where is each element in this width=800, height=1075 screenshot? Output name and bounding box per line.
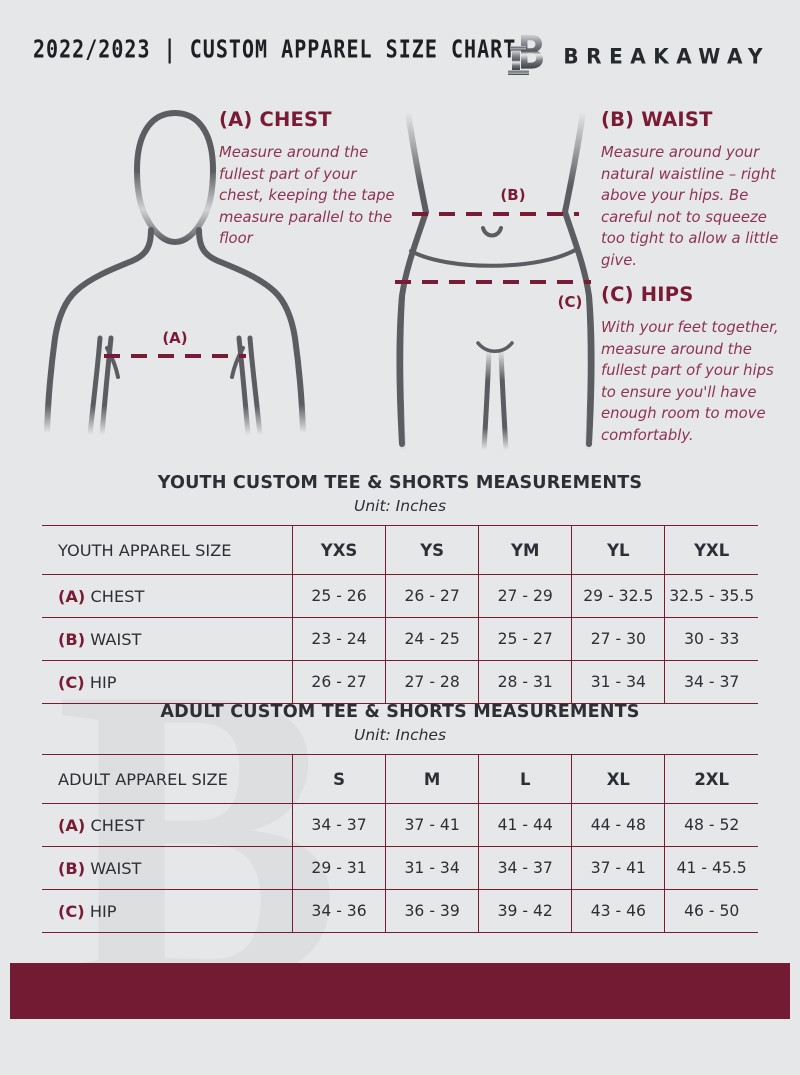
callout-hips: (C) HIPS With your feet together, measur…: [601, 283, 791, 446]
adult-apparel-size-header: ADULT APPAREL SIZE: [42, 754, 293, 804]
row-label-waist: (B) WAIST: [42, 617, 293, 661]
youth-section-title: YOUTH CUSTOM TEE & SHORTS MEASUREMENTS: [157, 473, 643, 493]
cell-waist-yxl: 30 - 33: [664, 617, 758, 661]
callout-chest-body: Measure around the fullest part of your …: [219, 144, 395, 247]
cell-waist-yl: 27 - 30: [571, 617, 665, 661]
size-header-xl: XL: [571, 754, 665, 804]
row-label-chest: (A) CHEST: [42, 803, 293, 847]
cell-chest-m: 37 - 41: [385, 803, 479, 847]
row-tag: (A): [58, 586, 86, 606]
callout-waist-heading: (B) WAIST: [601, 108, 713, 131]
size-header-yxl: YXL: [664, 525, 758, 575]
cell-waist-s: 29 - 31: [291, 846, 386, 890]
cell-waist-xl: 37 - 41: [571, 846, 665, 890]
size-header-yxs: YXS: [291, 525, 386, 575]
size-header-m: M: [385, 754, 479, 804]
callout-hips-body: With your feet together, measure around …: [601, 319, 779, 444]
cell-chest-s: 34 - 37: [291, 803, 386, 847]
table-row: (C) HIP 34 - 36 36 - 39 39 - 42 43 - 46 46 - …: [42, 889, 758, 933]
adult-section: ADULT CUSTOM TEE & SHORTS MEASUREMENTS U…: [0, 702, 800, 933]
cell-waist-2xl: 41 - 45.5: [664, 846, 758, 890]
cell-hip-s: 34 - 36: [291, 889, 386, 933]
upper-body-figure: (A): [44, 109, 306, 438]
cell-hip-ys: 27 - 28: [385, 660, 479, 704]
table-row: (C) HIP 26 - 27 27 - 28 28 - 31 31 - 34 34 - …: [42, 660, 758, 704]
footer-bar: [10, 963, 790, 1019]
adult-section-unit: Unit: Inches: [353, 726, 447, 744]
chest-label: (A): [162, 329, 187, 347]
callout-chest-heading: (A) CHEST: [219, 108, 332, 131]
cell-hip-yxl: 34 - 37: [664, 660, 758, 704]
youth-section-unit: Unit: Inches: [353, 497, 447, 515]
cell-chest-ym: 27 - 29: [478, 574, 572, 618]
cell-hip-yl: 31 - 34: [571, 660, 665, 704]
cell-chest-l: 41 - 44: [478, 803, 572, 847]
page-title: 2022/2023 | CUSTOM APPAREL SIZE CHART: [33, 36, 517, 65]
cell-hip-xl: 43 - 46: [571, 889, 665, 933]
cell-hip-2xl: 46 - 50: [664, 889, 758, 933]
size-header-yl: YL: [571, 525, 665, 575]
table-header-row: ADULT APPAREL SIZE S M L XL 2XL: [42, 754, 758, 804]
size-header-l: L: [478, 754, 572, 804]
hip-label: (C): [558, 293, 583, 311]
cell-chest-ys: 26 - 27: [385, 574, 479, 618]
row-label-chest: (A) CHEST: [42, 574, 293, 618]
breakaway-b-logo-icon: [508, 35, 544, 75]
cell-chest-xl: 44 - 48: [571, 803, 665, 847]
lower-body-figure: (B) (C): [395, 109, 595, 453]
cell-chest-yxl: 32.5 - 35.5: [664, 574, 758, 618]
cell-hip-l: 39 - 42: [478, 889, 572, 933]
measurement-illustrations: (A) (B): [0, 95, 800, 465]
cell-waist-m: 31 - 34: [385, 846, 479, 890]
table-row: (A) CHEST 34 - 37 37 - 41 41 - 44 44 - 48 48 …: [42, 803, 758, 847]
adult-size-table: ADULT APPAREL SIZE S M L XL 2XL (A) CHEST 34 -…: [42, 754, 758, 933]
size-header-2xl: 2XL: [664, 754, 758, 804]
page-header: 2022/2023 | CUSTOM APPAREL SIZE CHART BR…: [0, 32, 800, 80]
cell-waist-yxs: 23 - 24: [291, 617, 386, 661]
adult-section-title: ADULT CUSTOM TEE & SHORTS MEASUREMENTS: [160, 702, 640, 722]
youth-size-table: YOUTH APPAREL SIZE YXS YS YM YL YXL (A) CHEST…: [42, 525, 758, 704]
cell-hip-ym: 28 - 31: [478, 660, 572, 704]
callout-waist: (B) WAIST Measure around your natural wa…: [601, 108, 786, 271]
cell-hip-yxs: 26 - 27: [291, 660, 386, 704]
table-row: (A) CHEST 25 - 26 26 - 27 27 - 29 29 - 32.5 3…: [42, 574, 758, 618]
cell-chest-yl: 29 - 32.5: [571, 574, 665, 618]
brand-name: BREAKAWAY: [563, 43, 770, 69]
callout-chest: (A) CHEST Measure around the fullest par…: [219, 108, 399, 250]
cell-waist-ym: 25 - 27: [478, 617, 572, 661]
row-tag: (A): [58, 815, 86, 835]
youth-section: YOUTH CUSTOM TEE & SHORTS MEASUREMENTS U…: [0, 473, 800, 704]
callout-hips-heading: (C) HIPS: [601, 283, 694, 306]
row-tag: (C): [58, 901, 85, 921]
row-label-hip: (C) HIP: [42, 889, 293, 933]
cell-waist-ys: 24 - 25: [385, 617, 479, 661]
youth-apparel-size-header: YOUTH APPAREL SIZE: [42, 525, 293, 575]
size-header-ys: YS: [385, 525, 479, 575]
cell-waist-l: 34 - 37: [478, 846, 572, 890]
table-row: (B) WAIST 29 - 31 31 - 34 34 - 37 37 - 41 41 …: [42, 846, 758, 890]
cell-chest-yxs: 25 - 26: [291, 574, 386, 618]
row-tag: (B): [58, 858, 86, 878]
cell-hip-m: 36 - 39: [385, 889, 479, 933]
row-label-waist: (B) WAIST: [42, 846, 293, 890]
table-header-row: YOUTH APPAREL SIZE YXS YS YM YL YXL: [42, 525, 758, 575]
table-row: (B) WAIST 23 - 24 24 - 25 25 - 27 27 - 30 30 …: [42, 617, 758, 661]
size-header-ym: YM: [478, 525, 572, 575]
callout-waist-body: Measure around your natural waistline – …: [601, 144, 779, 269]
size-header-s: S: [291, 754, 386, 804]
row-label-hip: (C) HIP: [42, 660, 293, 704]
row-tag: (B): [58, 629, 86, 649]
waist-label: (B): [500, 186, 525, 204]
row-tag: (C): [58, 672, 85, 692]
brand-lockup: BREAKAWAY: [507, 32, 770, 80]
cell-chest-2xl: 48 - 52: [664, 803, 758, 847]
